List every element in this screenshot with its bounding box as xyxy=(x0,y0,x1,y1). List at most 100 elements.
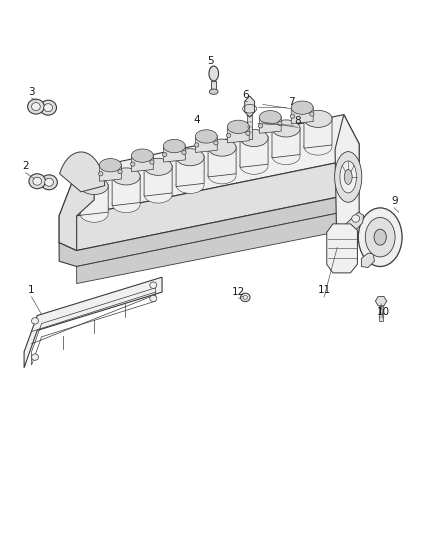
Ellipse shape xyxy=(80,177,108,195)
Ellipse shape xyxy=(80,205,108,222)
Polygon shape xyxy=(59,171,94,251)
Text: 3: 3 xyxy=(28,87,35,96)
Ellipse shape xyxy=(278,122,282,126)
Ellipse shape xyxy=(259,110,281,124)
Ellipse shape xyxy=(112,196,140,213)
Ellipse shape xyxy=(99,158,121,172)
Polygon shape xyxy=(259,116,281,133)
Ellipse shape xyxy=(352,215,360,222)
Text: 6: 6 xyxy=(242,90,249,100)
Ellipse shape xyxy=(209,66,219,81)
Polygon shape xyxy=(304,117,332,148)
Ellipse shape xyxy=(335,151,362,202)
Ellipse shape xyxy=(240,293,250,302)
Ellipse shape xyxy=(291,101,313,115)
Polygon shape xyxy=(24,277,162,368)
Ellipse shape xyxy=(374,229,386,245)
Ellipse shape xyxy=(45,178,53,187)
Polygon shape xyxy=(375,296,387,306)
Ellipse shape xyxy=(208,139,236,156)
Polygon shape xyxy=(144,165,172,196)
Polygon shape xyxy=(195,135,217,152)
Polygon shape xyxy=(240,136,268,167)
Ellipse shape xyxy=(162,152,167,157)
Ellipse shape xyxy=(272,148,300,165)
Ellipse shape xyxy=(240,130,268,147)
Ellipse shape xyxy=(41,175,57,190)
Ellipse shape xyxy=(182,150,186,155)
Polygon shape xyxy=(176,156,204,187)
Ellipse shape xyxy=(208,167,236,184)
Ellipse shape xyxy=(32,354,39,360)
Text: 9: 9 xyxy=(391,197,398,206)
Polygon shape xyxy=(99,164,121,181)
Ellipse shape xyxy=(310,112,314,116)
Ellipse shape xyxy=(163,139,185,153)
Polygon shape xyxy=(247,113,252,139)
Ellipse shape xyxy=(246,131,250,135)
Polygon shape xyxy=(211,81,216,91)
Ellipse shape xyxy=(32,102,40,110)
Ellipse shape xyxy=(33,177,42,185)
Ellipse shape xyxy=(358,208,402,266)
Polygon shape xyxy=(245,96,254,117)
Ellipse shape xyxy=(118,169,122,174)
Polygon shape xyxy=(335,115,359,229)
Ellipse shape xyxy=(240,157,268,174)
Ellipse shape xyxy=(304,138,332,155)
Polygon shape xyxy=(131,155,153,172)
Polygon shape xyxy=(327,224,357,273)
Polygon shape xyxy=(59,115,359,216)
Polygon shape xyxy=(208,146,236,177)
Ellipse shape xyxy=(29,174,46,189)
Ellipse shape xyxy=(258,124,263,128)
Polygon shape xyxy=(361,253,374,268)
Text: 7: 7 xyxy=(288,98,295,107)
Ellipse shape xyxy=(209,89,218,94)
Ellipse shape xyxy=(272,120,300,137)
Ellipse shape xyxy=(176,149,204,166)
Text: 5: 5 xyxy=(207,56,214,66)
Ellipse shape xyxy=(131,162,135,166)
Text: 11: 11 xyxy=(318,286,331,295)
Polygon shape xyxy=(227,126,249,143)
Text: 1: 1 xyxy=(28,286,35,295)
Ellipse shape xyxy=(40,100,57,115)
Polygon shape xyxy=(60,152,105,192)
Text: 4: 4 xyxy=(194,115,201,125)
Polygon shape xyxy=(379,306,383,321)
Polygon shape xyxy=(346,212,364,232)
Ellipse shape xyxy=(150,282,157,288)
Ellipse shape xyxy=(365,217,395,257)
Ellipse shape xyxy=(226,133,231,138)
Polygon shape xyxy=(59,144,359,251)
Polygon shape xyxy=(112,175,140,206)
Ellipse shape xyxy=(340,161,357,193)
Ellipse shape xyxy=(304,110,332,127)
Ellipse shape xyxy=(344,169,352,184)
Text: 2: 2 xyxy=(22,161,29,171)
Ellipse shape xyxy=(28,99,44,114)
Ellipse shape xyxy=(214,141,218,145)
Polygon shape xyxy=(77,211,350,284)
Ellipse shape xyxy=(195,130,217,143)
Ellipse shape xyxy=(99,172,103,176)
Polygon shape xyxy=(163,145,185,162)
Ellipse shape xyxy=(227,120,249,134)
Ellipse shape xyxy=(243,295,247,300)
Text: 8: 8 xyxy=(294,116,301,126)
Ellipse shape xyxy=(131,149,153,162)
Polygon shape xyxy=(59,195,350,266)
Ellipse shape xyxy=(194,143,199,147)
Ellipse shape xyxy=(150,160,154,164)
Text: 12: 12 xyxy=(232,287,245,297)
Ellipse shape xyxy=(44,103,53,112)
Ellipse shape xyxy=(32,318,39,324)
Polygon shape xyxy=(291,107,313,124)
Polygon shape xyxy=(80,184,108,215)
Ellipse shape xyxy=(176,176,204,193)
Ellipse shape xyxy=(144,186,172,203)
Ellipse shape xyxy=(150,295,157,302)
Ellipse shape xyxy=(290,114,295,118)
Text: 10: 10 xyxy=(377,307,390,317)
